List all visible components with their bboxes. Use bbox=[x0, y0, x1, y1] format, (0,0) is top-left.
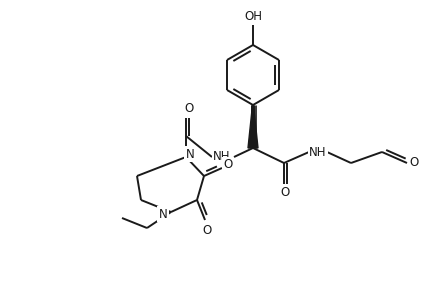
Text: O: O bbox=[202, 224, 212, 237]
Text: O: O bbox=[184, 103, 194, 116]
Text: N: N bbox=[158, 207, 167, 221]
Text: OH: OH bbox=[244, 10, 262, 24]
Text: NH: NH bbox=[213, 150, 231, 164]
Text: O: O bbox=[409, 156, 419, 170]
Text: N: N bbox=[186, 148, 194, 161]
Polygon shape bbox=[248, 105, 258, 148]
Text: O: O bbox=[223, 159, 233, 172]
Text: NH: NH bbox=[309, 145, 327, 159]
Text: O: O bbox=[280, 187, 290, 199]
